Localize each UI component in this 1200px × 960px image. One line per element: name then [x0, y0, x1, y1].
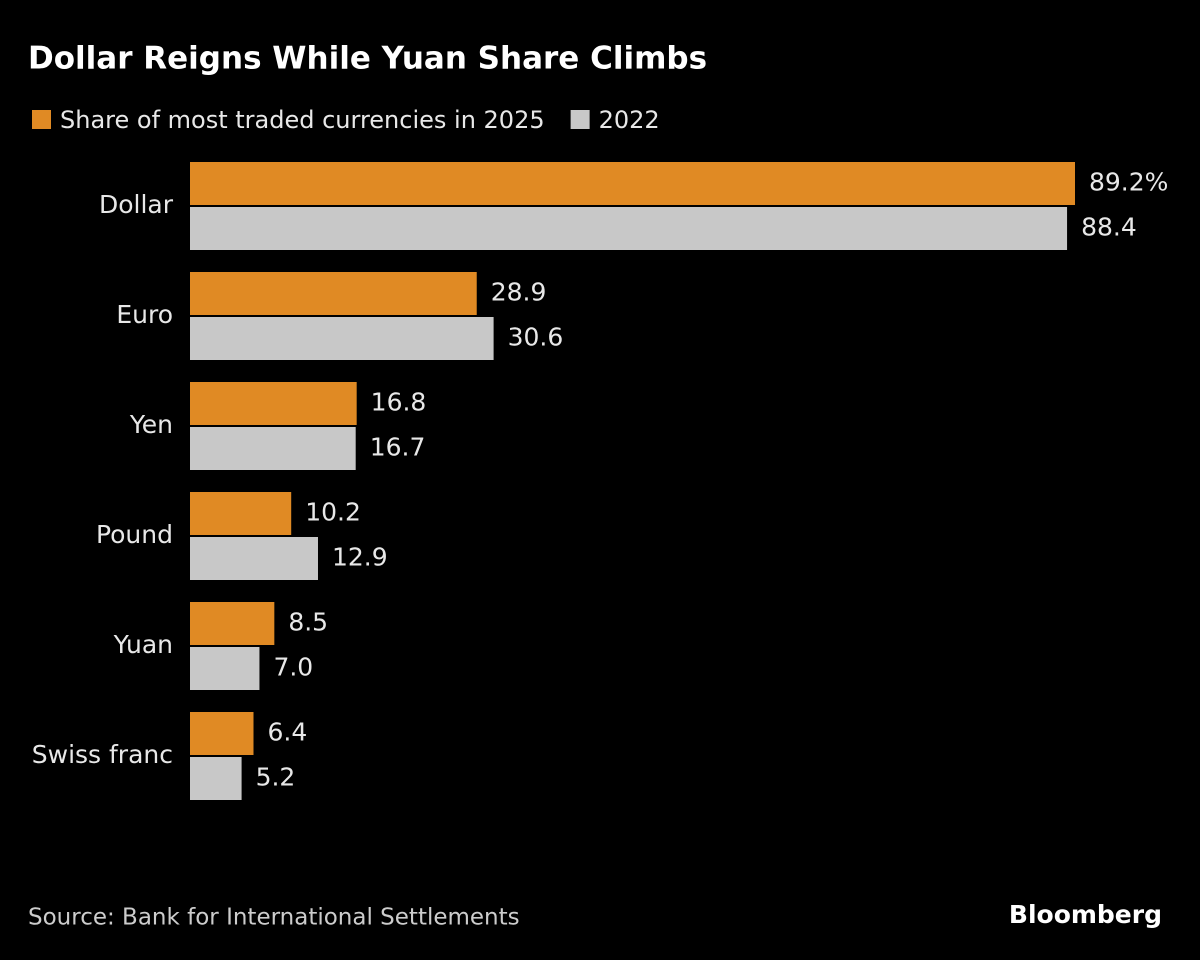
bar [190, 757, 242, 800]
value-label: 30.6 [508, 323, 564, 352]
bar [190, 207, 1068, 250]
value-label: 6.4 [267, 718, 307, 747]
bar [190, 537, 318, 580]
bar [190, 492, 292, 535]
category-label: Yen [129, 410, 173, 439]
brand-logo: Bloomberg [1009, 900, 1162, 929]
bar [190, 317, 494, 360]
bar [190, 427, 356, 470]
legend-swatch [570, 110, 590, 129]
value-label: 8.5 [288, 608, 328, 637]
bar [190, 712, 254, 755]
bar [190, 272, 477, 315]
value-label: 89.2% [1089, 168, 1168, 197]
category-label: Dollar [99, 190, 174, 219]
legend-label: 2022 [599, 106, 660, 134]
legend-label: Share of most traded currencies in 2025 [60, 106, 545, 134]
legend-swatch [32, 110, 51, 129]
category-label: Swiss franc [32, 740, 173, 769]
category-label: Pound [96, 520, 173, 549]
value-label: 12.9 [332, 543, 388, 572]
bar [190, 602, 275, 645]
value-label: 10.2 [305, 498, 361, 527]
chart-title: Dollar Reigns While Yuan Share Climbs [28, 41, 707, 77]
value-label: 28.9 [491, 278, 547, 307]
value-label: 16.7 [370, 433, 426, 462]
value-label: 88.4 [1081, 213, 1137, 242]
bar [190, 162, 1075, 205]
value-label: 16.8 [371, 388, 427, 417]
category-label: Euro [116, 300, 173, 329]
bar [190, 382, 357, 425]
category-label: Yuan [113, 630, 173, 659]
bar [190, 647, 260, 690]
value-label: 7.0 [273, 653, 313, 682]
value-label: 5.2 [256, 763, 296, 792]
source: Source: Bank for International Settlemen… [28, 905, 520, 931]
